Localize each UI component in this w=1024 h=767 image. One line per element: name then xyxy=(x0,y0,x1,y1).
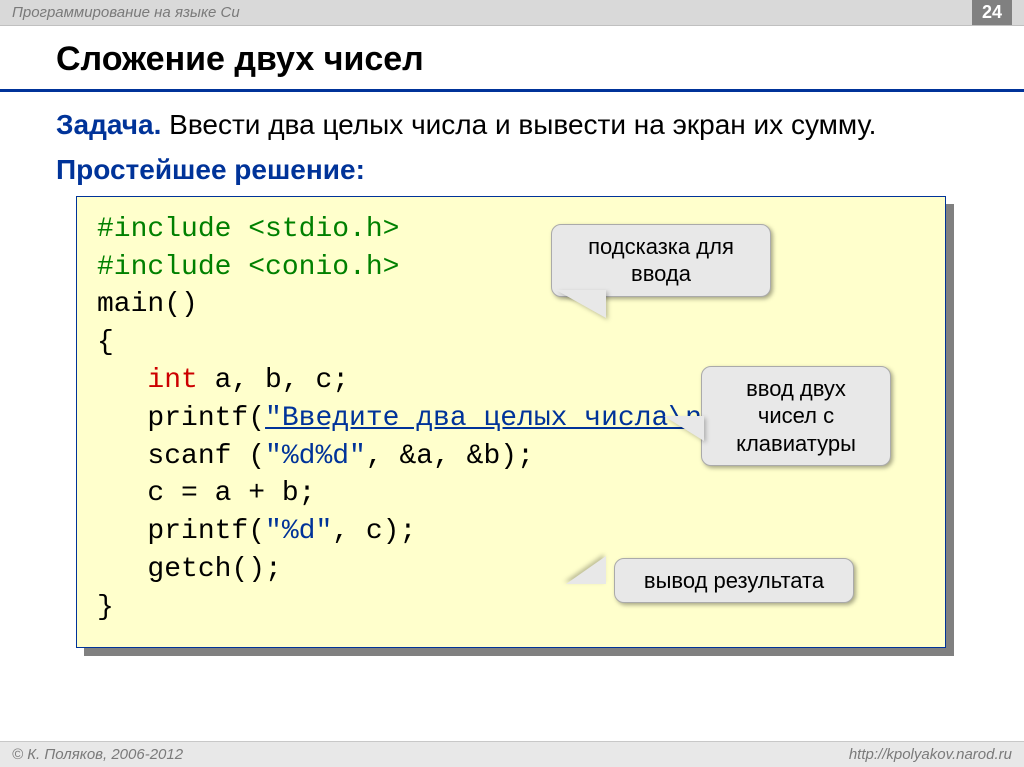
callout-input: ввод двух чисел с клавиатуры xyxy=(701,366,891,467)
code-printf1-str: "Введите два целых числа\n" xyxy=(265,403,719,434)
code-assign: c = a + b; xyxy=(97,478,315,509)
code-include2b: <conio.h> xyxy=(248,252,399,283)
callout-output-tail xyxy=(566,556,606,584)
task-body: Ввести два целых числа и вывести на экра… xyxy=(161,109,876,140)
code-main: main() xyxy=(97,289,198,320)
callout-hint-text: подсказка для ввода xyxy=(588,234,734,287)
code-int-kw: int xyxy=(147,365,197,396)
code-include1a: #include xyxy=(97,214,248,245)
callout-hint: подсказка для ввода xyxy=(551,224,771,297)
code-include2a: #include xyxy=(97,252,248,283)
page-number: 24 xyxy=(972,0,1012,25)
code-printf2b: , c); xyxy=(332,516,416,547)
callout-output-text: вывод результата xyxy=(644,568,824,593)
code-printf2-str: "%d" xyxy=(265,516,332,547)
solution-label: Простейшее решение: xyxy=(56,154,984,186)
footer-right: http://kpolyakov.narod.ru xyxy=(849,746,1012,763)
footer-left: © К. Поляков, 2006-2012 xyxy=(12,746,183,763)
callout-input-text: ввод двух чисел с клавиатуры xyxy=(736,376,856,456)
code-include1b: <stdio.h> xyxy=(248,214,399,245)
slide-title: Сложение двух чисел xyxy=(0,26,1024,92)
code-int-rest: a, b, c; xyxy=(198,365,349,396)
code-getch: getch(); xyxy=(97,554,282,585)
callout-output: вывод результата xyxy=(614,558,854,604)
code-printf1a: printf( xyxy=(97,403,265,434)
code-scanf-a: scanf ( xyxy=(97,441,265,472)
code-wrap: #include <stdio.h> #include <conio.h> ma… xyxy=(76,196,946,648)
footer-bar: © К. Поляков, 2006-2012 http://kpolyakov… xyxy=(0,741,1024,767)
header-bar: Программирование на языке Си 24 xyxy=(0,0,1024,26)
code-printf2a: printf( xyxy=(97,516,265,547)
code-brace-close: } xyxy=(97,592,114,623)
content: Задача. Ввести два целых числа и вывести… xyxy=(0,92,1024,648)
task-label: Задача. xyxy=(56,109,161,140)
code-brace-open: { xyxy=(97,327,114,358)
callout-hint-tail xyxy=(556,290,606,318)
code-scanf-str: "%d%d" xyxy=(265,441,366,472)
callout-input-tail xyxy=(664,416,704,441)
task-text: Задача. Ввести два целых числа и вывести… xyxy=(56,106,984,144)
header-left: Программирование на языке Си xyxy=(12,4,240,21)
code-scanf-b: , &a, &b); xyxy=(366,441,534,472)
